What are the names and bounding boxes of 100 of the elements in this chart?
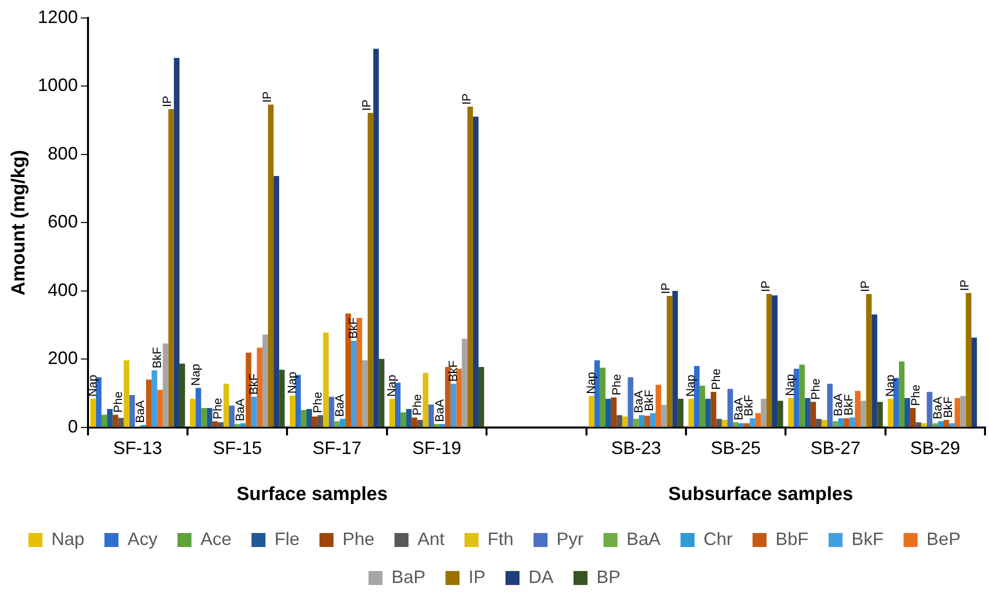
bar [766,294,772,427]
data-label: BkF [346,317,360,339]
bar [328,396,334,427]
legend-label: Chr [704,528,733,549]
bar [90,398,96,427]
bar [162,343,168,427]
data-label: BkF [940,396,955,418]
data-label: IP [758,280,772,292]
bar [279,370,285,427]
legend-label: DA [528,566,554,587]
data-label: Phe [110,391,125,413]
bar [949,423,955,427]
legend-label: BaP [391,566,426,587]
bar [229,406,235,427]
bar [412,418,418,427]
legend-label: Ace [200,528,232,549]
legend-label: Acy [127,528,158,549]
bar [733,422,739,427]
bar [622,416,628,427]
bar [268,104,274,427]
x-tick-label: SF-19 [412,438,462,458]
bar [628,377,634,427]
bar [816,418,822,427]
bar [378,358,384,427]
bar [772,295,778,427]
bar [849,418,855,427]
bar [368,112,374,427]
data-label: BkF [446,360,460,382]
bar [926,392,932,427]
bar [467,106,473,427]
data-label: Nap [584,372,598,394]
bar [334,421,340,427]
x-tick-label: SF-15 [212,438,262,458]
data-label: BaA [432,399,446,422]
data-label: Nap [783,374,798,396]
x-tick-label: SF-13 [113,438,162,458]
legend-label: BeP [926,528,961,549]
bar [600,368,606,427]
bar [650,413,656,427]
bar [362,360,368,427]
bar [290,396,296,427]
bar [312,416,318,427]
bar [872,314,878,427]
x-tick-label: SB-27 [810,438,860,458]
bar [799,364,805,427]
bar [112,414,118,427]
legend-label: IP [468,566,486,587]
bar [588,396,594,427]
bar [251,396,257,427]
bar [877,402,883,427]
bar [832,421,838,427]
bar [633,418,639,427]
data-label: Phe [808,378,823,400]
bar [822,420,828,427]
x-tick-label: SB-29 [910,438,960,458]
bar [860,400,866,427]
data-label: Phe [210,398,225,420]
bar [755,413,761,427]
bar [462,338,468,427]
bar [422,372,428,427]
bar [223,384,230,427]
bar [201,408,207,427]
bar [788,398,794,427]
data-label: Nap [188,363,202,386]
data-label: BaA [133,400,148,424]
bar [129,394,135,427]
bar [888,398,894,427]
data-label: BaA [232,398,247,422]
bar [866,294,872,427]
bar [440,424,446,427]
bar [340,418,346,427]
bar [938,421,944,427]
y-tick-label: 800 [48,143,78,164]
bar [300,410,306,427]
bar [971,338,977,427]
data-label: Phe [410,394,424,416]
bar [838,418,844,427]
y-tick-label: 600 [48,212,78,232]
bar [605,398,612,427]
bar [356,318,362,427]
bar [306,408,312,427]
y-tick-label: 400 [48,280,78,300]
data-label: BkF [150,347,164,368]
bar [661,404,667,427]
data-label: IP [958,280,972,291]
bar [744,423,750,427]
x-tick-label: SB-23 [611,438,662,458]
bar [373,48,379,427]
legend-label: Fle [274,528,300,549]
bar [256,348,262,427]
y-tick-label: 200 [48,348,78,368]
bar [146,380,152,427]
legend-label: Pyr [556,528,584,549]
bar [716,418,722,427]
bar [318,415,324,427]
bar [904,398,910,427]
bar [854,390,861,427]
bar [190,398,196,427]
bar [323,332,329,427]
bar [638,415,644,427]
